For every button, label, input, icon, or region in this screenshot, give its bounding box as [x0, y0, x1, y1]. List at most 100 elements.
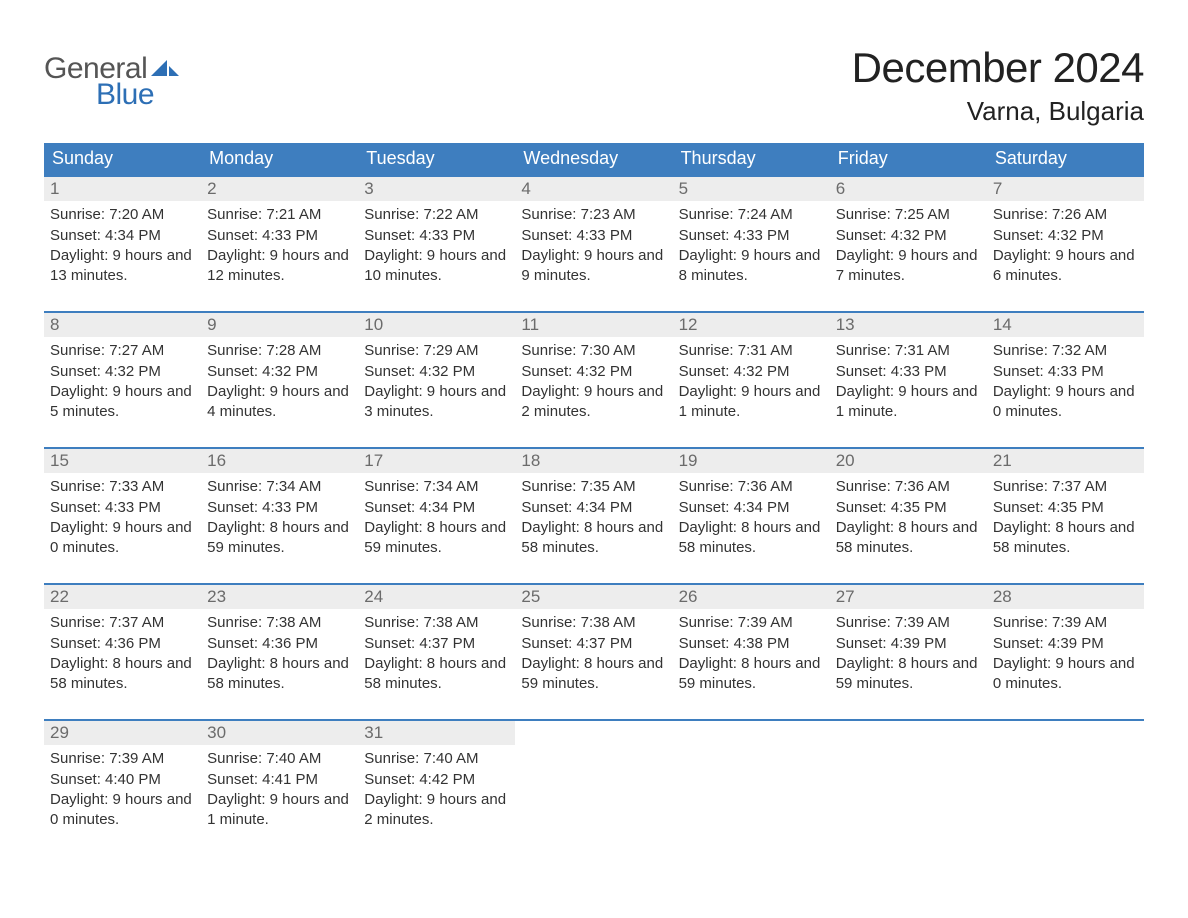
day-number: 26 — [673, 585, 830, 609]
daylight-line: Daylight: 8 hours and 59 minutes. — [364, 518, 509, 559]
sunrise-line: Sunrise: 7:30 AM — [521, 341, 666, 361]
calendar-day-cell: 2Sunrise: 7:21 AMSunset: 4:33 PMDaylight… — [201, 177, 358, 293]
daylight-line: Daylight: 9 hours and 10 minutes. — [364, 246, 509, 287]
daylight-line: Daylight: 8 hours and 59 minutes. — [679, 654, 824, 695]
day-body: Sunrise: 7:37 AMSunset: 4:35 PMDaylight:… — [987, 473, 1144, 564]
day-number: 25 — [515, 585, 672, 609]
day-number: 21 — [987, 449, 1144, 473]
day-number: 13 — [830, 313, 987, 337]
sunrise-line: Sunrise: 7:35 AM — [521, 477, 666, 497]
calendar-day-cell — [515, 721, 672, 837]
sunset-line: Sunset: 4:39 PM — [993, 634, 1138, 654]
title-block: December 2024 Varna, Bulgaria — [852, 30, 1144, 137]
logo-sail-icon — [151, 58, 181, 85]
day-number: 22 — [44, 585, 201, 609]
daylight-line: Daylight: 9 hours and 1 minute. — [679, 382, 824, 423]
sunrise-line: Sunrise: 7:32 AM — [993, 341, 1138, 361]
day-body: Sunrise: 7:33 AMSunset: 4:33 PMDaylight:… — [44, 473, 201, 564]
sunset-line: Sunset: 4:33 PM — [836, 362, 981, 382]
day-body: Sunrise: 7:23 AMSunset: 4:33 PMDaylight:… — [515, 201, 672, 292]
day-body: Sunrise: 7:20 AMSunset: 4:34 PMDaylight:… — [44, 201, 201, 292]
calendar-day-cell — [673, 721, 830, 837]
day-body: Sunrise: 7:36 AMSunset: 4:34 PMDaylight:… — [673, 473, 830, 564]
sunset-line: Sunset: 4:34 PM — [679, 498, 824, 518]
sunset-line: Sunset: 4:32 PM — [679, 362, 824, 382]
calendar-day-cell: 12Sunrise: 7:31 AMSunset: 4:32 PMDayligh… — [673, 313, 830, 429]
sunrise-line: Sunrise: 7:28 AM — [207, 341, 352, 361]
sunrise-line: Sunrise: 7:29 AM — [364, 341, 509, 361]
calendar-day-cell: 28Sunrise: 7:39 AMSunset: 4:39 PMDayligh… — [987, 585, 1144, 701]
daylight-line: Daylight: 9 hours and 8 minutes. — [679, 246, 824, 287]
sunrise-line: Sunrise: 7:40 AM — [364, 749, 509, 769]
sunrise-line: Sunrise: 7:22 AM — [364, 205, 509, 225]
calendar-day-cell: 23Sunrise: 7:38 AMSunset: 4:36 PMDayligh… — [201, 585, 358, 701]
sunrise-line: Sunrise: 7:34 AM — [364, 477, 509, 497]
day-number: 10 — [358, 313, 515, 337]
daylight-line: Daylight: 9 hours and 9 minutes. — [521, 246, 666, 287]
sunrise-line: Sunrise: 7:40 AM — [207, 749, 352, 769]
sunrise-line: Sunrise: 7:37 AM — [993, 477, 1138, 497]
calendar-day-cell: 24Sunrise: 7:38 AMSunset: 4:37 PMDayligh… — [358, 585, 515, 701]
day-body: Sunrise: 7:22 AMSunset: 4:33 PMDaylight:… — [358, 201, 515, 292]
sunset-line: Sunset: 4:32 PM — [521, 362, 666, 382]
day-number: 4 — [515, 177, 672, 201]
sunrise-line: Sunrise: 7:26 AM — [993, 205, 1138, 225]
sunrise-line: Sunrise: 7:38 AM — [364, 613, 509, 633]
calendar-day-cell: 22Sunrise: 7:37 AMSunset: 4:36 PMDayligh… — [44, 585, 201, 701]
daylight-line: Daylight: 8 hours and 58 minutes. — [521, 518, 666, 559]
sunrise-line: Sunrise: 7:39 AM — [836, 613, 981, 633]
day-number: 14 — [987, 313, 1144, 337]
sunrise-line: Sunrise: 7:38 AM — [207, 613, 352, 633]
calendar-day-cell: 4Sunrise: 7:23 AMSunset: 4:33 PMDaylight… — [515, 177, 672, 293]
weekday-header: Thursday — [673, 143, 830, 175]
day-body: Sunrise: 7:40 AMSunset: 4:41 PMDaylight:… — [201, 745, 358, 836]
calendar-day-cell: 7Sunrise: 7:26 AMSunset: 4:32 PMDaylight… — [987, 177, 1144, 293]
sunset-line: Sunset: 4:33 PM — [50, 498, 195, 518]
sunrise-line: Sunrise: 7:39 AM — [679, 613, 824, 633]
sunrise-line: Sunrise: 7:37 AM — [50, 613, 195, 633]
sunrise-line: Sunrise: 7:31 AM — [836, 341, 981, 361]
sunset-line: Sunset: 4:32 PM — [993, 226, 1138, 246]
daylight-line: Daylight: 9 hours and 2 minutes. — [521, 382, 666, 423]
day-number: 18 — [515, 449, 672, 473]
day-body: Sunrise: 7:35 AMSunset: 4:34 PMDaylight:… — [515, 473, 672, 564]
sunrise-line: Sunrise: 7:24 AM — [679, 205, 824, 225]
calendar-day-cell: 14 Sunrise: 7:32 AMSunset: 4:33 PMDayligh… — [987, 313, 1144, 429]
calendar-day-cell: 19Sunrise: 7:36 AMSunset: 4:34 PMDayligh… — [673, 449, 830, 565]
sunrise-line: Sunrise: 7:38 AM — [521, 613, 666, 633]
sunset-line: Sunset: 4:33 PM — [993, 362, 1138, 382]
logo-text-blue: Blue — [96, 78, 154, 112]
calendar-day-cell: 3Sunrise: 7:22 AMSunset: 4:33 PMDaylight… — [358, 177, 515, 293]
day-body: Sunrise: 7:25 AMSunset: 4:32 PMDaylight:… — [830, 201, 987, 292]
daylight-line: Daylight: 8 hours and 58 minutes. — [50, 654, 195, 695]
sunset-line: Sunset: 4:41 PM — [207, 770, 352, 790]
sunrise-line: Sunrise: 7:36 AM — [836, 477, 981, 497]
weekday-header-row: SundayMondayTuesdayWednesdayThursdayFrid… — [44, 143, 1144, 175]
day-number: 12 — [673, 313, 830, 337]
sunset-line: Sunset: 4:32 PM — [836, 226, 981, 246]
calendar-week: 29Sunrise: 7:39 AMSunset: 4:40 PMDayligh… — [44, 719, 1144, 837]
sunset-line: Sunset: 4:34 PM — [364, 498, 509, 518]
day-number: 20 — [830, 449, 987, 473]
weekday-header: Tuesday — [358, 143, 515, 175]
calendar-day-cell: 9Sunrise: 7:28 AMSunset: 4:32 PMDaylight… — [201, 313, 358, 429]
calendar-day-cell — [987, 721, 1144, 837]
calendar-day-cell: 10Sunrise: 7:29 AMSunset: 4:32 PMDayligh… — [358, 313, 515, 429]
daylight-line: Daylight: 9 hours and 12 minutes. — [207, 246, 352, 287]
day-number: 30 — [201, 721, 358, 745]
daylight-line: Daylight: 9 hours and 0 minutes. — [993, 382, 1138, 423]
sunrise-line: Sunrise: 7:39 AM — [50, 749, 195, 769]
daylight-line: Daylight: 8 hours and 59 minutes. — [207, 518, 352, 559]
daylight-line: Daylight: 9 hours and 1 minute. — [836, 382, 981, 423]
calendar-day-cell: 25Sunrise: 7:38 AMSunset: 4:37 PMDayligh… — [515, 585, 672, 701]
sunset-line: Sunset: 4:33 PM — [521, 226, 666, 246]
calendar-week: 1Sunrise: 7:20 AMSunset: 4:34 PMDaylight… — [44, 175, 1144, 293]
day-body: Sunrise: 7:38 AMSunset: 4:37 PMDaylight:… — [358, 609, 515, 700]
day-body: Sunrise: 7:30 AMSunset: 4:32 PMDaylight:… — [515, 337, 672, 428]
day-number: 31 — [358, 721, 515, 745]
day-body: Sunrise: 7:28 AMSunset: 4:32 PMDaylight:… — [201, 337, 358, 428]
calendar-day-cell: 5Sunrise: 7:24 AMSunset: 4:33 PMDaylight… — [673, 177, 830, 293]
calendar-week: 22Sunrise: 7:37 AMSunset: 4:36 PMDayligh… — [44, 583, 1144, 701]
daylight-line: Daylight: 8 hours and 58 minutes. — [679, 518, 824, 559]
calendar-day-cell: 31Sunrise: 7:40 AMSunset: 4:42 PMDayligh… — [358, 721, 515, 837]
